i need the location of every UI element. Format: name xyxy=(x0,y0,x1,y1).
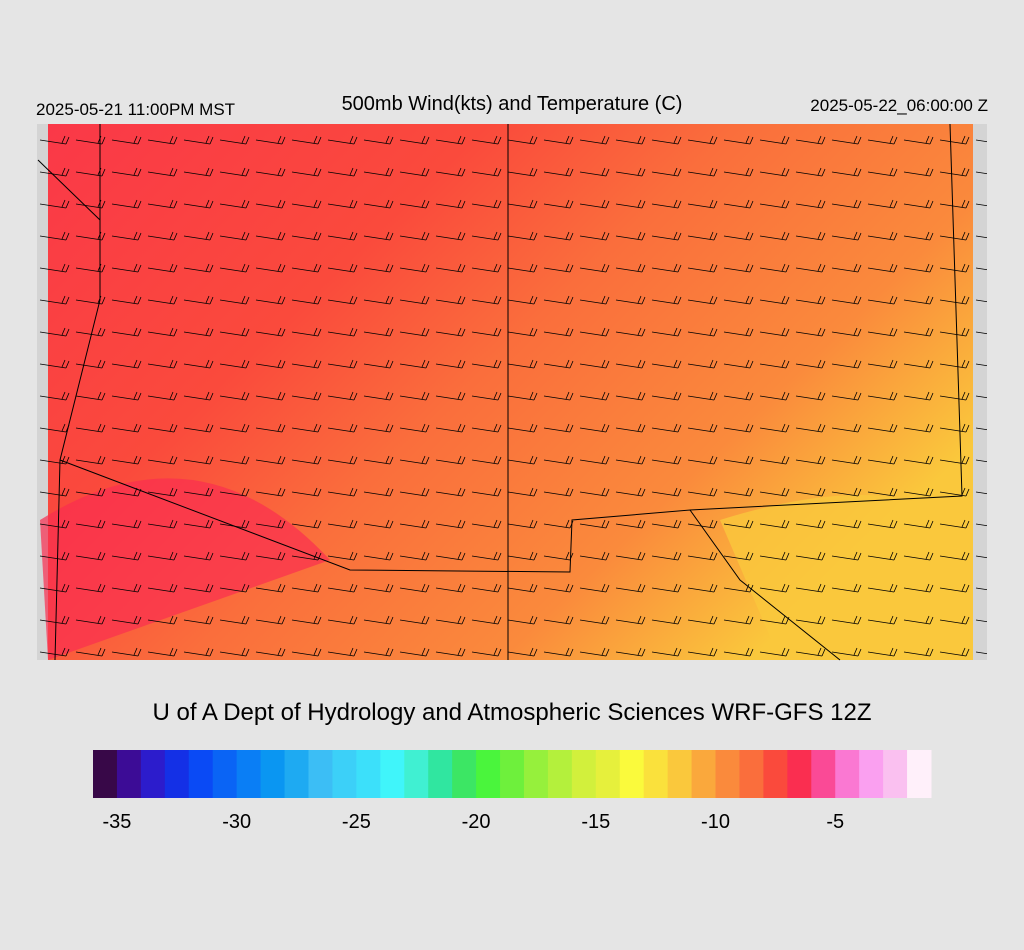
colorbar-box xyxy=(907,750,932,798)
colorbar-box xyxy=(476,750,501,798)
colorbar-box xyxy=(404,750,429,798)
colorbar-box xyxy=(212,750,238,798)
colorbar-tick-label: -30 xyxy=(222,811,251,833)
colorbar-tick-label: -15 xyxy=(581,811,610,833)
colorbar-box xyxy=(284,750,309,798)
map-title: 500mb Wind(kts) and Temperature (C) xyxy=(342,93,683,115)
colorbar-box xyxy=(308,750,333,798)
colorbar-box xyxy=(595,750,621,798)
colorbar-box xyxy=(93,750,118,798)
colorbar-box xyxy=(452,750,477,798)
colorbar-box xyxy=(380,750,405,798)
local-time: 2025-05-21 11:00PM MST xyxy=(36,100,235,119)
credit: U of A Dept of Hydrology and Atmospheric… xyxy=(153,699,872,726)
boundaries xyxy=(37,123,963,661)
colorbar-box xyxy=(523,750,549,798)
colorbar: -35 -30 -25 -20 -15 -10 -5 xyxy=(93,750,932,833)
colorbar-box xyxy=(140,750,166,798)
colorbar-box xyxy=(883,750,908,798)
colorbar-box xyxy=(332,750,357,798)
colorbar-box xyxy=(715,750,740,798)
valid-time: 2025-05-22_06:00:00 Z xyxy=(810,96,988,115)
colorbar-box xyxy=(763,750,788,798)
colorbar-box xyxy=(571,750,597,798)
colorbar-box xyxy=(428,750,453,798)
colorbar-box xyxy=(859,750,884,798)
colorbar-box xyxy=(811,750,836,798)
colorbar-tick-label: -20 xyxy=(462,811,491,833)
colorbar-box xyxy=(619,750,645,798)
colorbar-box xyxy=(356,750,381,798)
colorbar-box xyxy=(787,750,812,798)
colorbar-box xyxy=(835,750,860,798)
colorbar-tick-label: -10 xyxy=(701,811,730,833)
colorbar-box xyxy=(547,750,573,798)
colorbar-box xyxy=(260,750,286,798)
colorbar-box xyxy=(236,750,262,798)
wind-barbs xyxy=(37,124,987,660)
colorbar-box xyxy=(500,750,525,798)
colorbar-box xyxy=(188,750,214,798)
colorbar-box xyxy=(691,750,717,798)
colorbar-tick-label: -25 xyxy=(342,811,371,833)
colorbar-box xyxy=(667,750,693,798)
colorbar-box xyxy=(643,750,669,798)
colorbar-box xyxy=(739,750,764,798)
colorbar-box xyxy=(164,750,190,798)
colorbar-tick-label: -35 xyxy=(102,811,131,833)
colorbar-tick-label: -5 xyxy=(826,811,844,833)
colorbar-box xyxy=(116,750,142,798)
